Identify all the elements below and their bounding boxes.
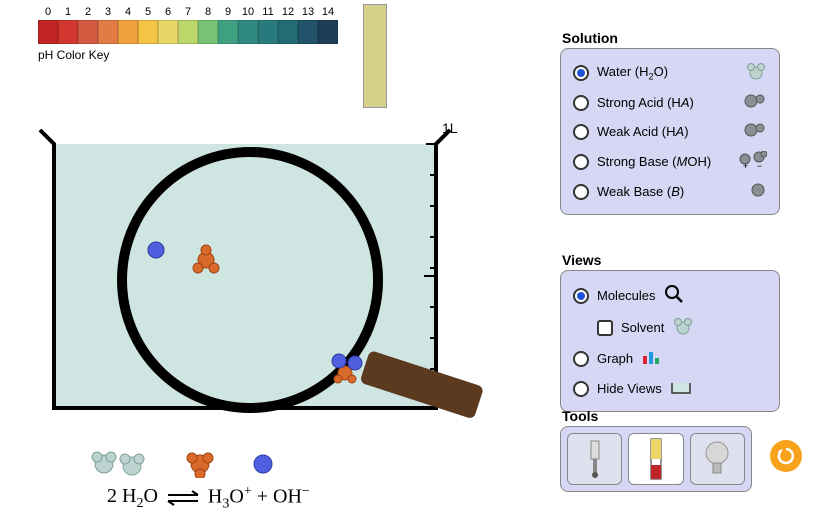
reset-button[interactable]: [770, 440, 802, 472]
solution-title: Solution: [562, 30, 618, 46]
ph-swatch: [118, 20, 138, 44]
ph-swatch: [298, 20, 318, 44]
legend-h2o-icon: [90, 448, 152, 478]
equation-legend: [90, 448, 278, 478]
option-icon: [749, 182, 767, 201]
svg-text:+: +: [743, 161, 748, 169]
ph-number: 1: [58, 6, 78, 18]
magnifier[interactable]: [70, 140, 490, 440]
beaker-area: 1L: [30, 120, 470, 420]
ph-swatch: [318, 20, 338, 44]
option-icon: [745, 62, 767, 83]
ph-number: 8: [198, 6, 218, 18]
ph-numbers: 01234567891011121314: [38, 6, 338, 18]
option-label: Graph: [597, 351, 633, 366]
tool-indicator-button[interactable]: [628, 433, 683, 485]
ph-swatch: [258, 20, 278, 44]
views-panel: Molecules Solvent Graph Hide Views: [560, 270, 780, 412]
ph-number: 12: [278, 6, 298, 18]
ph-swatch: [178, 20, 198, 44]
option-icon: [743, 122, 767, 141]
option-icon: [743, 93, 767, 112]
ph-swatch: [158, 20, 178, 44]
molecule-h3o: [193, 245, 219, 273]
radio[interactable]: [573, 124, 589, 140]
ph-number: 3: [98, 6, 118, 18]
solution-option[interactable]: Weak Acid (HA): [571, 117, 769, 146]
option-label: Solvent: [621, 320, 664, 335]
tools-title: Tools: [562, 408, 598, 424]
ph-number: 7: [178, 6, 198, 18]
tool-probe-button[interactable]: [567, 433, 622, 485]
legend-h3o-icon: [182, 448, 218, 478]
solution-option[interactable]: Strong Base (MOH) +−: [571, 146, 769, 177]
radio[interactable]: [573, 288, 589, 304]
reset-icon: [776, 446, 796, 466]
ph-number: 9: [218, 6, 238, 18]
ph-swatch: [58, 20, 78, 44]
radio[interactable]: [573, 184, 589, 200]
ph-swatch: [138, 20, 158, 44]
option-label: Water (H2O): [597, 64, 668, 82]
ph-number: 13: [298, 6, 318, 18]
option-label: Weak Acid (HA): [597, 124, 689, 139]
ph-number: 14: [318, 6, 338, 18]
views-option[interactable]: Solvent: [595, 312, 769, 343]
tool-bulb-button[interactable]: [690, 433, 745, 485]
views-title: Views: [562, 252, 601, 268]
checkbox[interactable]: [597, 320, 613, 336]
radio[interactable]: [573, 351, 589, 367]
ph-swatch: [238, 20, 258, 44]
ph-number: 10: [238, 6, 258, 18]
option-icon: [664, 284, 684, 307]
radio[interactable]: [573, 381, 589, 397]
equilibrium-arrows-icon: [166, 489, 200, 507]
ph-key-label: pH Color Key: [38, 48, 338, 62]
ph-color-swatches: [38, 20, 338, 44]
option-icon: +−: [737, 151, 767, 172]
ph-swatch: [98, 20, 118, 44]
ph-swatch: [218, 20, 238, 44]
molecule-oh: [148, 242, 164, 258]
ph-number: 5: [138, 6, 158, 18]
option-icon: [670, 379, 692, 398]
ph-number: 6: [158, 6, 178, 18]
dropper[interactable]: [363, 4, 387, 108]
ph-number: 11: [258, 6, 278, 18]
radio[interactable]: [573, 95, 589, 111]
option-label: Strong Acid (HA): [597, 95, 694, 110]
ph-number: 4: [118, 6, 138, 18]
ph-swatch: [78, 20, 98, 44]
solution-option[interactable]: Weak Base (B): [571, 177, 769, 206]
radio[interactable]: [573, 65, 589, 81]
tools-panel: [560, 426, 752, 492]
ph-color-key: 01234567891011121314 pH Color Key: [38, 6, 338, 62]
views-option[interactable]: Graph: [571, 343, 769, 374]
ph-swatch: [198, 20, 218, 44]
solution-panel: Water (H2O) Strong Acid (HA) Weak Acid (…: [560, 48, 780, 215]
option-icon: [641, 348, 661, 369]
ph-swatch: [278, 20, 298, 44]
views-option[interactable]: Hide Views: [571, 374, 769, 403]
option-label: Weak Base (B): [597, 184, 684, 199]
views-option[interactable]: Molecules: [571, 279, 769, 312]
ph-swatch: [38, 20, 58, 44]
option-label: Molecules: [597, 288, 656, 303]
option-label: Hide Views: [597, 381, 662, 396]
legend-oh-icon: [248, 448, 278, 478]
ph-number: 2: [78, 6, 98, 18]
option-icon: [672, 317, 694, 338]
equation-text: 2 H2O H3O+ + OH−: [107, 484, 310, 513]
ph-number: 0: [38, 6, 58, 18]
solution-option[interactable]: Strong Acid (HA): [571, 88, 769, 117]
svg-text:−: −: [757, 161, 762, 169]
option-label: Strong Base (MOH): [597, 154, 711, 169]
radio[interactable]: [573, 154, 589, 170]
solution-option[interactable]: Water (H2O): [571, 57, 769, 88]
